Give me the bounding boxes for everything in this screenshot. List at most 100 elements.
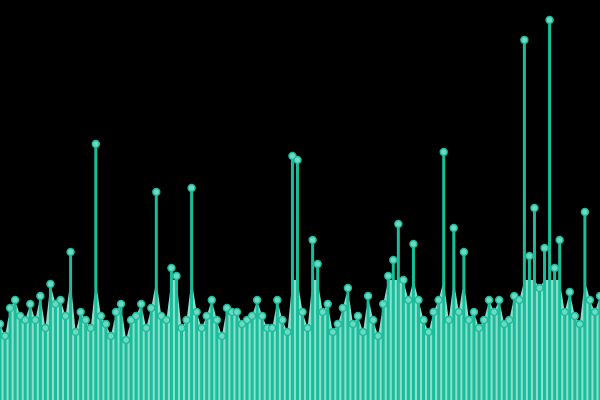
stem-marker: [353, 311, 363, 321]
stem-marker: [545, 15, 554, 25]
stem-marker: [580, 207, 590, 217]
stem-marker: [469, 307, 479, 317]
stem-marker: [525, 251, 534, 261]
stem-marker: [36, 291, 45, 301]
stem-marker: [31, 315, 40, 325]
stem-marker: [187, 183, 196, 193]
stem-marker: [444, 315, 453, 325]
stem-marker: [368, 315, 378, 325]
stem-marker: [142, 323, 151, 333]
stem-marker: [81, 315, 90, 325]
stem-marker: [0, 331, 10, 341]
stem-marker: [207, 295, 216, 305]
stem-marker: [313, 259, 322, 269]
stem-marker: [212, 315, 222, 325]
stem-marker: [202, 311, 211, 321]
stem-marker: [318, 307, 327, 317]
stem-marker: [494, 295, 504, 305]
stem-marker: [106, 331, 116, 341]
stem-marker: [0, 319, 5, 329]
stem-marker: [298, 307, 307, 317]
stem-marker: [111, 307, 121, 317]
stem-marker: [338, 303, 348, 313]
stem-marker: [515, 295, 524, 305]
stem-marker: [560, 307, 569, 317]
stem-marker: [414, 295, 423, 305]
stem-marker: [378, 299, 388, 309]
stem-marker: [217, 331, 227, 341]
stem-marker: [333, 319, 343, 329]
stem-marker: [308, 235, 317, 245]
stem-marker: [167, 263, 176, 273]
stem-marker: [96, 311, 106, 321]
stem-marker: [575, 319, 585, 329]
stem-marker: [384, 271, 393, 281]
stem-marker: [268, 323, 277, 333]
stem-marker: [419, 315, 428, 325]
stem-marker: [91, 139, 101, 149]
stem-markers-group: [0, 15, 600, 345]
stem-marker: [590, 307, 600, 317]
stem-marker: [41, 323, 50, 333]
stem-marker: [86, 323, 95, 333]
stem-marker: [192, 307, 201, 317]
stem-marker: [540, 243, 549, 253]
stem-marker: [182, 315, 191, 325]
stem-marker: [71, 327, 80, 337]
stem-marker: [585, 295, 595, 305]
stem-marker: [409, 239, 418, 249]
stem-marker: [434, 295, 443, 305]
stem-marker: [373, 331, 383, 341]
stem-marker: [505, 315, 514, 325]
stem-marker: [303, 323, 312, 333]
stem-marker: [26, 299, 35, 309]
stem-marker: [278, 315, 287, 325]
stem-marker: [439, 147, 448, 157]
stem-marker: [343, 283, 353, 293]
stem-marker: [56, 295, 65, 305]
stem-marker: [530, 203, 539, 213]
stem-marker: [283, 327, 292, 337]
stem-marker: [404, 295, 413, 305]
stem-marker: [252, 295, 262, 305]
stem-marker: [479, 315, 489, 325]
stem-marker: [459, 247, 469, 257]
stem-marker: [358, 327, 368, 337]
stem-marker: [273, 295, 282, 305]
stem-marker: [257, 311, 267, 321]
stem-marker: [131, 311, 141, 321]
stem-marker: [162, 315, 171, 325]
stem-marker: [595, 291, 600, 301]
stem-marker: [399, 275, 408, 285]
stem-marker: [454, 307, 464, 317]
stem-marker: [147, 303, 156, 313]
stem-marker: [363, 291, 373, 301]
stem-marker: [172, 271, 181, 281]
stem-marker: [76, 307, 85, 317]
stem-marker: [535, 283, 544, 293]
stem-marker: [5, 303, 15, 313]
stem-marker: [489, 307, 499, 317]
stem-marker: [21, 315, 30, 325]
stem-marker: [570, 311, 579, 321]
stem-marker: [348, 319, 358, 329]
stem-marker: [101, 319, 111, 329]
stem-marker: [61, 311, 70, 321]
stem-marker: [323, 299, 332, 309]
stem-lines-group: [0, 20, 600, 400]
stem-marker: [464, 315, 474, 325]
stem-marker: [565, 287, 574, 297]
stem-marker: [555, 235, 564, 245]
stem-marker: [389, 255, 398, 265]
stem-marker: [247, 311, 257, 321]
stem-marker: [136, 299, 146, 309]
stem-marker: [484, 295, 494, 305]
stem-marker: [232, 307, 242, 317]
stem-marker: [177, 323, 186, 333]
stem-marker: [328, 327, 337, 337]
stem-marker: [449, 223, 458, 233]
stem-marker: [66, 247, 75, 257]
stem-marker: [152, 187, 161, 197]
